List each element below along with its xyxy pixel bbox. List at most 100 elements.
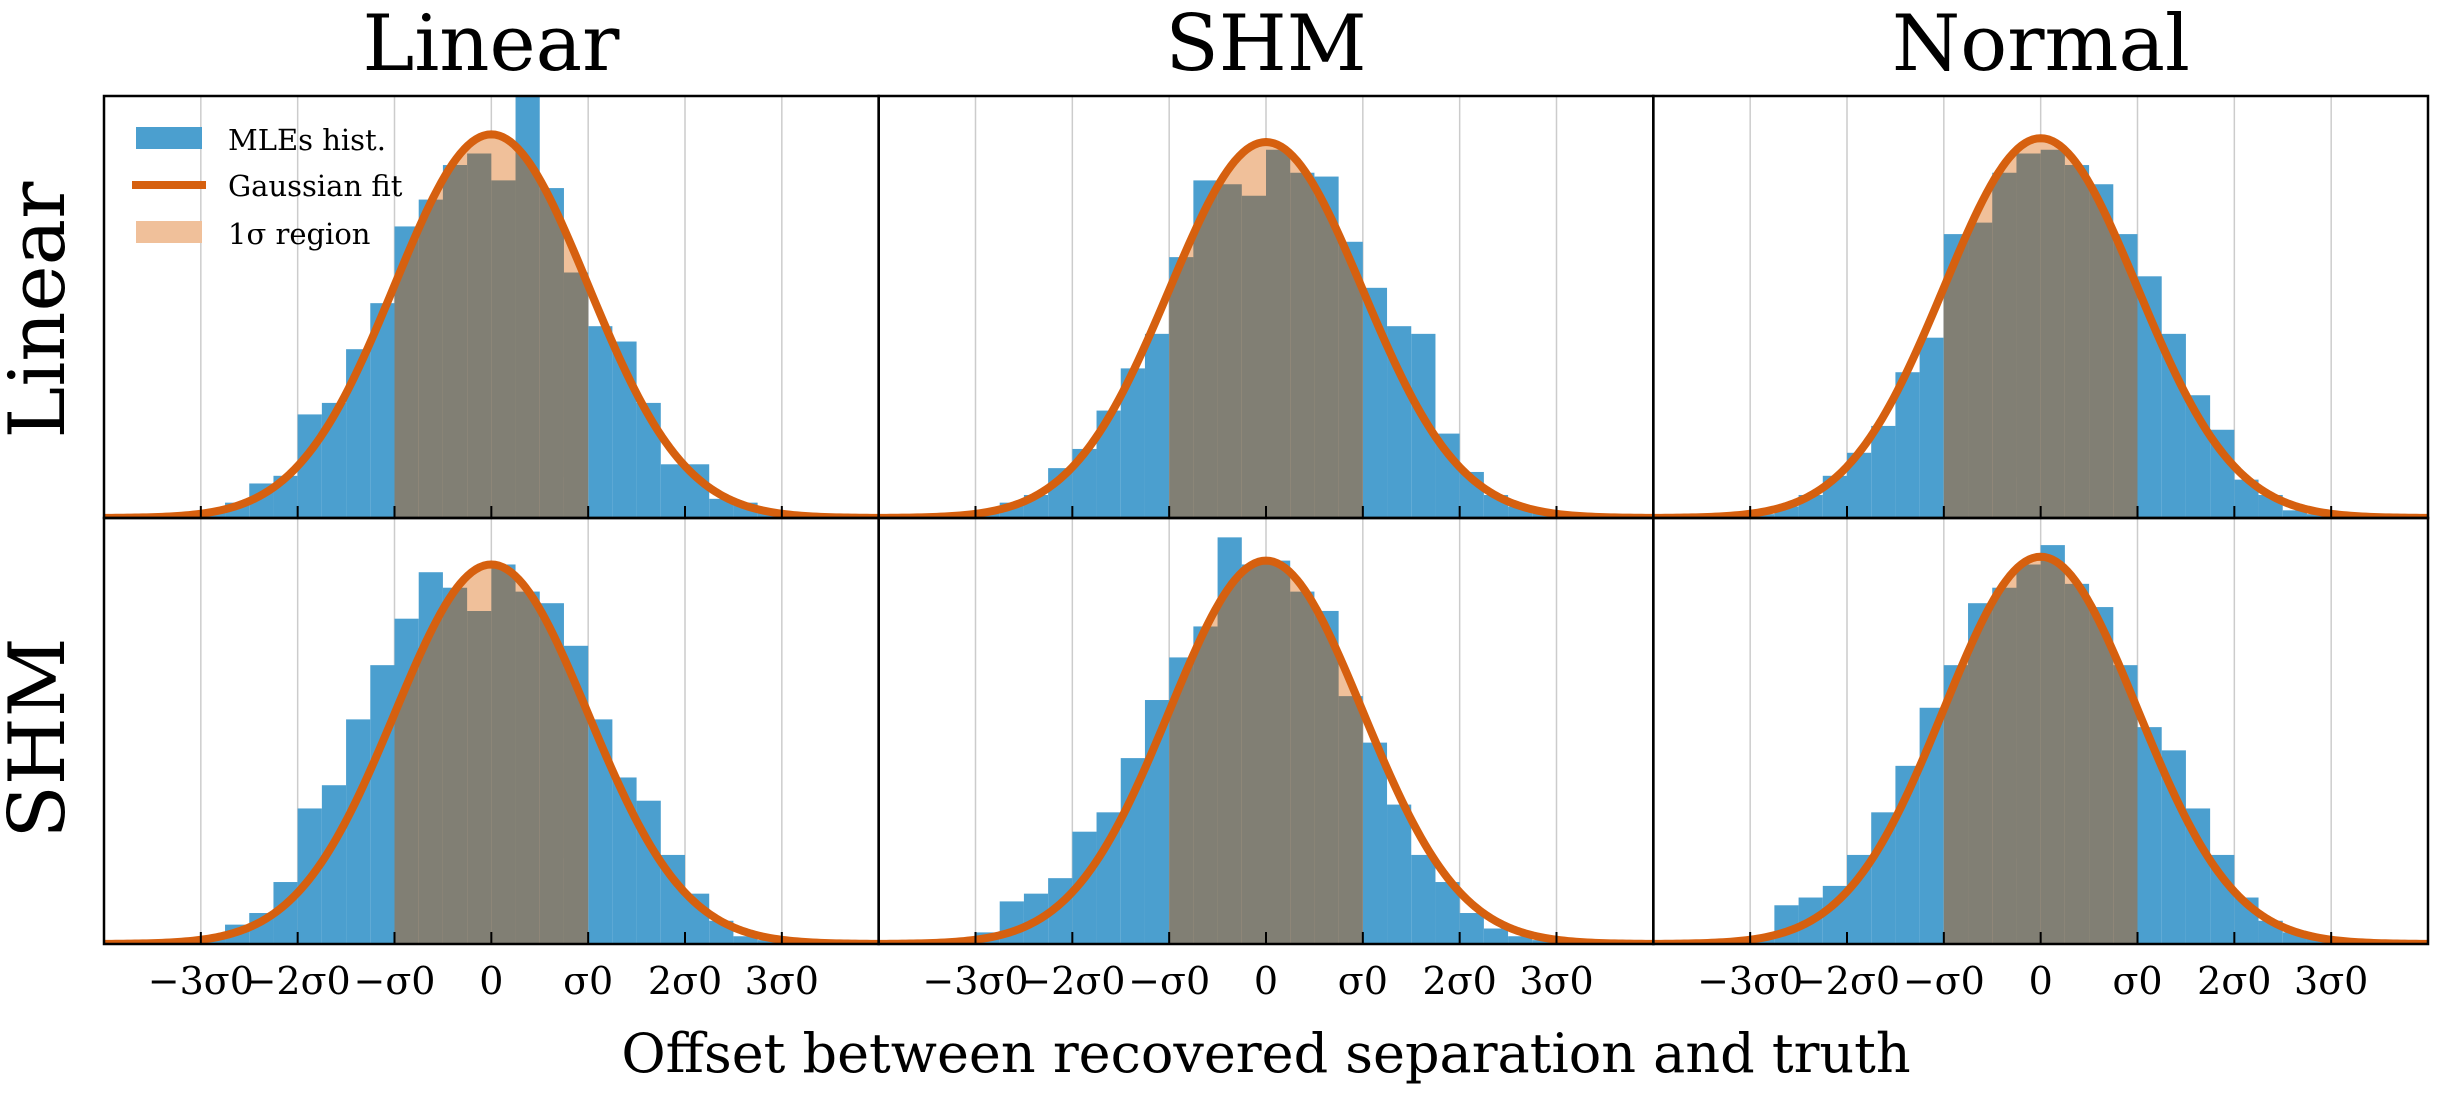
hist-sigma-overlap [2016,564,2041,944]
hist-sigma-overlap [2040,149,2065,518]
x-tick-label: −3σ0 [922,959,1028,1003]
x-tick-label: 2σ0 [2197,959,2271,1003]
hist-sigma-overlap [1314,186,1339,518]
hist-bar [588,326,613,518]
panel-shm-shm [878,518,1654,944]
x-tick-label: 3σ0 [745,959,819,1003]
x-tick-label: −3σ0 [1697,959,1803,1003]
hist-sigma-overlap [539,609,564,944]
hist-bar [1750,514,1775,518]
hist-bar [2306,514,2332,518]
hist-sigma-overlap [418,199,443,518]
x-tick-label: −2σ0 [245,959,351,1003]
x-tick-label: 0 [1254,959,1278,1003]
hist-bar [733,936,758,944]
hist-sigma-overlap [563,657,589,944]
hist-sigma-overlap [1338,241,1363,518]
hist-sigma-overlap [2016,153,2041,518]
column-title-linear: Linear [363,0,621,89]
hist-sigma-overlap [1217,184,1242,518]
panels-layer [104,96,2429,944]
hist-sigma-overlap [515,146,540,518]
hist-sigma-overlap [1943,665,1969,944]
labels-layer: Linear SHM Normal Linear SHM Offset betw… [0,0,2190,1085]
row-title-shm: SHM [0,637,83,838]
hist-sigma-overlap [2113,234,2138,518]
x-tick-label: −2σ0 [1794,959,1900,1003]
legend: MLEs hist. Gaussian fit 1σ region [132,123,403,251]
hist-bar [1483,928,1509,944]
hist-bar [1532,940,1557,944]
gaussian-fit-line [1653,552,2429,944]
hist-bar [1871,425,1896,518]
x-tick-label: 0 [479,959,503,1003]
hist-bar [1144,333,1170,518]
x-tick-label: 2σ0 [648,959,722,1003]
hist-bar [1362,742,1388,944]
column-title-normal: Normal [1892,0,2190,89]
hist-sigma-overlap [1241,564,1266,944]
hist-sigma-overlap [2040,556,2065,944]
gaussian-fit-line [104,130,879,518]
hist-sigma-overlap [2113,665,2138,944]
hist-sigma-overlap [539,188,564,518]
hist-sigma-overlap [1169,657,1194,944]
hist-sigma-overlap [2089,184,2114,518]
column-title-shm: SHM [1165,0,1366,89]
x-tick-label: −2σ0 [1019,959,1125,1003]
hist-sigma-overlap [1217,572,1242,944]
hist-sigma-overlap [394,228,419,518]
hist-bar [2282,510,2307,518]
hist-sigma-overlap [1193,626,1218,944]
hist-bar [1411,854,1436,944]
hist-sigma-overlap [515,591,540,944]
hist-sigma-overlap [1943,234,1969,518]
x-tick-label: σ0 [1338,959,1388,1003]
hist-sigma-overlap [2089,607,2114,944]
hist-bar [321,785,347,944]
hist-sigma-overlap [394,657,419,944]
hist-bar [660,464,685,518]
x-tick-label: −3σ0 [148,959,254,1003]
hist-bar [1508,506,1533,518]
x-tick-label: σ0 [563,959,613,1003]
hist-bar [346,719,371,944]
row-title-linear: Linear [0,181,83,439]
hist-sigma-overlap [1314,610,1339,944]
panel-linear-linear [104,96,879,518]
legend-region-swatch [136,221,202,243]
panel-linear-shm [878,96,1654,518]
panel-linear-normal [1653,96,2429,518]
gaussian-fit-line [878,556,1654,944]
hist-bar [1895,372,1920,518]
hist-sigma-overlap [442,587,468,944]
hist-sigma-overlap [1241,195,1266,518]
gaussian-fit-line [1653,134,2429,518]
hist-sigma-overlap [2064,165,2090,518]
hist-bar [1459,913,1484,944]
x-tick-label: 3σ0 [2294,959,2368,1003]
hist-sigma-overlap [1968,222,1993,518]
hist-bar [1387,804,1412,944]
hist-sigma-overlap [1968,603,1993,944]
hist-sigma-overlap [491,564,516,944]
x-tick-label: 0 [2029,959,2053,1003]
hist-sigma-overlap [467,153,492,518]
hist-bar [757,940,782,944]
gaussian-fit-line [104,560,879,944]
hist-sigma-overlap [1266,149,1291,518]
hist-bar [1508,936,1533,944]
hist-sigma-overlap [2064,583,2090,944]
hist-sigma-overlap [1290,172,1315,518]
panel-shm-linear [104,518,879,944]
legend-hist-label: MLEs hist. [228,123,386,157]
hist-sigma-overlap [1266,560,1291,944]
hist-bar [1774,506,1799,518]
x-axis-label: Offset between recovered separation and … [621,1022,1910,1085]
x-tick-label: −σ0 [1903,959,1985,1003]
hist-sigma-overlap [467,610,492,944]
hist-sigma-overlap [1338,696,1363,944]
hist-sigma-overlap [563,272,589,518]
legend-region-label: 1σ region [228,217,370,251]
